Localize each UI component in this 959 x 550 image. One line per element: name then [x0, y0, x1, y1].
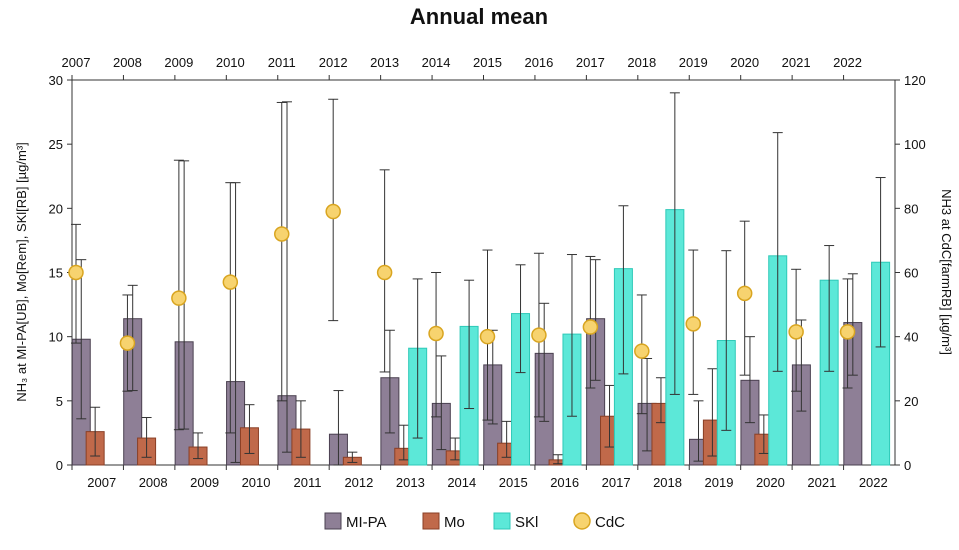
x-tick-label-top: 2012: [319, 55, 348, 70]
legend-label-skl: SKl: [515, 514, 538, 531]
x-tick-label-bottom: 2017: [602, 475, 631, 490]
x-tick-label-bottom: 2021: [807, 475, 836, 490]
x-tick-label-bottom: 2016: [550, 475, 579, 490]
legend-swatch-mi-pa: [324, 512, 342, 530]
legend-label-mi-pa: MI-PA: [346, 514, 387, 531]
x-tick-label-top: 2016: [524, 55, 553, 70]
x-tick-label-top: 2015: [473, 55, 502, 70]
x-tick-label-bottom: 2014: [447, 475, 476, 490]
x-tick-label-bottom: 2008: [139, 475, 168, 490]
left-y-tick-label: 10: [49, 330, 63, 345]
point-cdc-2013: [376, 264, 393, 281]
right-y-tick-label: 120: [904, 73, 926, 88]
x-tick-label-top: 2021: [782, 55, 811, 70]
x-tick-label-top: 2019: [679, 55, 708, 70]
right-y-tick-label: 60: [904, 266, 918, 281]
x-tick-label-top: 2018: [627, 55, 656, 70]
legend-label-cdc: CdC: [595, 514, 625, 531]
bars-layer: [71, 92, 891, 466]
x-tick-label-top: 2013: [370, 55, 399, 70]
x-tick-label-top: 2007: [62, 55, 91, 70]
point-cdc-2021: [788, 324, 804, 340]
x-tick-label-bottom: 2019: [705, 475, 734, 490]
x-tick-label-top: 2009: [164, 55, 193, 70]
x-tick-label-top: 2017: [576, 55, 605, 70]
y-axis-label-right: NH3 at CdC[farmRB] [µg/m³]: [939, 189, 954, 355]
point-cdc-2015: [479, 328, 496, 345]
left-y-tick-label: 5: [56, 394, 63, 409]
right-y-tick-label: 20: [904, 394, 918, 409]
x-tick-label-top: 2022: [833, 55, 862, 70]
point-cdc-2014: [428, 325, 444, 342]
x-tick-label-bottom: 2012: [344, 475, 373, 490]
left-y-tick-label: 20: [49, 201, 63, 216]
x-tick-label-bottom: 2022: [859, 475, 888, 490]
point-cdc-2022: [839, 324, 856, 340]
legend-swatch-mo: [422, 512, 440, 530]
left-y-tick-label: 0: [56, 458, 63, 473]
points-layer: [68, 98, 856, 434]
legend-swatch-cdc: [573, 512, 591, 530]
point-cdc-2008: [119, 335, 136, 351]
legend-label-mo: Mo: [444, 514, 465, 531]
right-y-tick-label: 40: [904, 330, 918, 345]
right-y-tick-label: 80: [904, 201, 918, 216]
x-tick-label-bottom: 2011: [293, 475, 321, 490]
left-y-tick-label: 30: [49, 73, 63, 88]
point-cdc-2009: [171, 290, 187, 306]
ticks-layer: 0 5 10 15 20 25 30 0 20 40 60 80 100 120 2007 2007 2008 2…: [49, 55, 926, 490]
point-cdc-2007: [68, 264, 84, 281]
right-y-tick-label: 0: [904, 458, 911, 473]
x-tick-label-top: 2011: [268, 55, 296, 70]
chart-title: Annual mean: [410, 4, 548, 29]
right-y-tick-label: 100: [904, 137, 926, 152]
x-tick-label-bottom: 2015: [499, 475, 528, 490]
point-cdc-2019: [685, 316, 701, 332]
point-cdc-2011: [274, 226, 290, 242]
x-tick-label-bottom: 2007: [87, 475, 116, 490]
left-y-tick-label: 15: [49, 266, 63, 281]
point-cdc-2016: [531, 327, 547, 343]
point-cdc-2012: [325, 203, 341, 220]
y-axis-label-left: NH₃ at MI-PA[UB], Mo[Rem], SKl[RB] [µg/m…: [14, 142, 29, 402]
x-tick-label-bottom: 2018: [653, 475, 682, 490]
x-tick-label-bottom: 2020: [756, 475, 785, 490]
x-tick-label-bottom: 2010: [242, 475, 271, 490]
x-tick-label-bottom: 2009: [190, 475, 219, 490]
point-cdc-2017: [582, 319, 599, 335]
legend-swatch-skl: [493, 512, 511, 530]
x-tick-label-top: 2020: [730, 55, 759, 70]
left-y-tick-label: 25: [49, 137, 63, 152]
x-tick-label-top: 2014: [422, 55, 451, 70]
legend: MI-PA Mo SKl CdC: [324, 512, 625, 531]
x-tick-label-top: 2010: [216, 55, 245, 70]
point-cdc-2020: [736, 285, 753, 302]
x-tick-label-top: 2008: [113, 55, 142, 70]
point-cdc-2018: [634, 343, 650, 359]
point-cdc-2010: [222, 274, 239, 290]
x-tick-label-bottom: 2013: [396, 475, 425, 490]
